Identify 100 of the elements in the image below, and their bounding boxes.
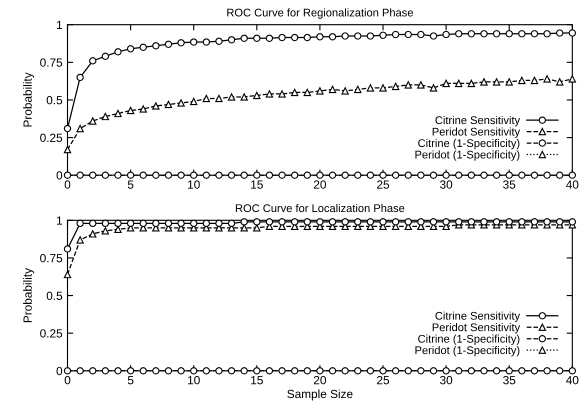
point [228,367,236,374]
point [492,78,500,86]
point [556,78,564,86]
point [316,172,324,179]
point [164,367,172,374]
point [177,99,185,107]
point [417,218,425,226]
point [392,172,400,179]
point [266,34,274,42]
point [506,367,513,374]
point [543,172,551,179]
point [568,75,576,83]
point [102,367,110,374]
point [316,218,324,226]
y-tick-label: 1 [56,20,62,29]
point [126,220,134,228]
point [506,78,513,86]
point [518,30,526,38]
point [76,367,84,374]
point [518,367,526,374]
point [379,172,387,179]
point [278,218,286,226]
point [126,367,134,374]
point [404,30,412,38]
y-tick-label: 0.25 [40,134,62,142]
point [304,34,311,42]
point [417,81,425,89]
y-tick-label: 0.25 [40,329,62,338]
point [530,218,538,226]
y-tick-label: 0 [56,366,62,376]
point [404,367,412,374]
y-tick-label: 0.75 [40,58,62,67]
x-tick-label: 0 [64,180,70,189]
point [341,172,349,179]
y-axis-title: Probability [23,72,34,127]
point [240,93,248,101]
point [215,38,223,45]
point [404,81,412,89]
point [480,172,488,179]
point [266,367,274,374]
point [114,110,122,118]
point [455,80,462,88]
point [392,82,400,90]
y-tick-label: 0.75 [40,254,62,262]
point [379,32,387,39]
point [215,220,223,228]
point [379,218,387,226]
x-tick-label: 5 [128,376,134,384]
x-tick-label: 20 [314,180,326,189]
point [341,87,349,95]
point [379,84,387,92]
point [102,227,110,235]
point [417,30,425,38]
point [177,172,185,179]
point [366,172,374,179]
point [506,218,513,226]
point [404,172,412,179]
point [114,367,122,374]
point [328,367,336,374]
x-tick-label: 15 [251,376,263,384]
point [290,367,298,374]
point [253,218,260,226]
point [89,57,96,65]
point [290,34,298,42]
legend-label: Citrine Sensitivity [435,312,520,322]
point [240,224,248,232]
point [492,218,500,226]
point [126,106,134,114]
point [152,102,160,110]
point [480,367,488,374]
point [366,84,374,92]
point [518,172,526,179]
point [556,172,564,179]
point [492,172,500,179]
y-tick-label: 1 [56,216,62,225]
x-tick-label: 15 [251,180,263,189]
point [417,367,425,374]
point [177,39,185,46]
x-tick-label: 30 [440,376,452,384]
point [304,88,311,96]
point [190,38,198,46]
x-tick-label: 10 [188,376,200,384]
point [266,90,274,98]
point [102,52,110,60]
point [278,34,286,42]
point [76,124,84,132]
point [417,172,425,179]
point [568,29,576,37]
point [114,172,122,179]
point [202,38,210,46]
point [64,124,72,132]
point [266,172,274,179]
point [240,34,248,42]
x-tick-label: 25 [377,376,390,384]
point [392,218,400,226]
y-tick-label: 0 [56,171,62,180]
x-tick-label: 0 [64,376,70,384]
point [290,218,298,226]
point [304,367,311,374]
point [76,236,84,244]
